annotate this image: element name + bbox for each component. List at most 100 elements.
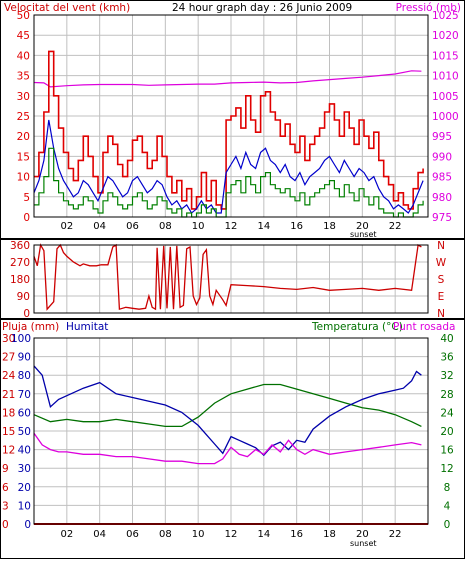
wind-tick-label: 15	[17, 151, 30, 163]
pressure-axis-title: Pressió (mb)	[396, 2, 461, 14]
humidity-axis-title: Humitat	[66, 321, 108, 333]
wind-tick-label: 35	[17, 71, 30, 83]
direction-tick-label: 360	[10, 240, 30, 252]
humidity-tick-label: 80	[18, 370, 31, 382]
temperature-tick-label: 12	[440, 463, 453, 475]
temperature-tick-label: 20	[440, 426, 453, 438]
rain-tick-label: 21	[2, 389, 15, 401]
temperature-tick-label: 4	[444, 500, 451, 512]
temperature-tick-label: 36	[440, 352, 454, 364]
pressure-right-axis: 975 980 985 990 995 1000 1005 1010 1015 1020 1025	[432, 10, 459, 224]
rain-tick-label: 0	[2, 519, 9, 531]
pressure-tick-label: 1020	[432, 30, 459, 42]
dewpoint-series-line	[33, 432, 422, 465]
humidity-tick-label: 100	[11, 333, 31, 345]
pressure-tick-label: 990	[432, 151, 452, 163]
dewpoint-axis-title: Punt rosada	[393, 321, 455, 333]
direction-tick-label: 90	[17, 291, 30, 303]
sunset-label-lower: sunset	[350, 539, 377, 548]
direction-left-axis: 0 90 180 270 360	[10, 240, 30, 320]
humidity-tick-label: 20	[18, 482, 31, 494]
wind-x-tick-label: 18	[323, 221, 336, 232]
rain-tick-label: 18	[2, 407, 15, 419]
temp-panel-frame	[0, 319, 465, 559]
wind-tick-label: 20	[17, 131, 30, 143]
temperature-tick-label: 0	[444, 519, 451, 531]
wind-tick-label: 40	[17, 50, 30, 62]
temperature-tick-label: 32	[440, 370, 453, 382]
humidity-tick-label: 30	[18, 463, 31, 475]
pressure-tick-label: 985	[432, 172, 452, 184]
temp-x-tick-label: 10	[192, 529, 205, 540]
pressure-tick-label: 995	[432, 131, 452, 143]
compass-label: S	[438, 274, 445, 286]
wind-x-tick-label: 04	[93, 221, 106, 232]
humidity-tick-label: 50	[18, 426, 31, 438]
wind-left-axis: 0 5 10 15 20 25 30 35 40 45 50	[17, 10, 30, 224]
temperature-tick-label: 24	[440, 407, 454, 419]
humidity-tick-label: 90	[18, 352, 31, 364]
pressure-tick-label: 1005	[432, 91, 459, 103]
gust_dark-series-line	[34, 147, 424, 218]
temp-x-tick-label: 04	[93, 529, 106, 540]
rain-tick-label: 30	[2, 333, 15, 345]
temperature-tick-label: 28	[440, 389, 453, 401]
humidity-tick-label: 40	[18, 445, 31, 457]
temperature-axis: 0 4 8 12 16 20 24 28 32 36 40	[440, 333, 454, 531]
temp-x-axis: 02 04 06 08 10 12 14 16 18 20 22	[60, 529, 401, 540]
wind-tick-label: 50	[17, 10, 30, 22]
temp-grid	[34, 337, 428, 525]
direction-tick-label: 180	[10, 274, 30, 286]
temperature-series-line	[33, 383, 422, 428]
compass-label: N	[437, 308, 445, 320]
wind-x-tick-label: 02	[60, 221, 73, 232]
humidity-tick-label: 60	[18, 407, 31, 419]
wind-series-line	[34, 50, 424, 210]
temp-x-tick-label: 12	[225, 529, 238, 540]
wind-panel-frame	[0, 0, 465, 239]
temp-x-tick-label: 16	[290, 529, 303, 540]
temp-x-tick-label: 22	[389, 529, 402, 540]
temperature-tick-label: 16	[440, 445, 454, 457]
wind-x-tick-label: 22	[389, 221, 402, 232]
wind-x-tick-label: 14	[257, 221, 270, 232]
pressure-series-line	[33, 70, 422, 88]
rain-tick-label: 24	[2, 370, 16, 382]
direction-series-line	[33, 243, 422, 311]
wind-series	[33, 50, 424, 218]
rain-tick-label: 3	[2, 500, 9, 512]
wind-axis-title: Velocitat del vent (kmh)	[4, 2, 130, 14]
sunset-label: sunset	[350, 230, 377, 239]
compass-label: N	[437, 240, 445, 252]
avg_blue-series-line	[33, 119, 424, 214]
wind-x-tick-label: 16	[290, 221, 303, 232]
pressure-tick-label: 1015	[432, 50, 459, 62]
rain-tick-label: 12	[2, 445, 15, 457]
wind-x-tick-label: 08	[159, 221, 172, 232]
rain-tick-label: 27	[2, 352, 15, 364]
wind-tick-label: 45	[17, 30, 30, 42]
temperature-tick-label: 40	[440, 333, 453, 345]
chart-title: 24 hour graph day : 26 Junio 2009	[172, 2, 352, 14]
temp-x-tick-label: 06	[126, 529, 139, 540]
temperature-axis-title: Temperatura (°C)	[311, 321, 403, 333]
wind-x-tick-label: 10	[192, 221, 205, 232]
compass-label: E	[438, 291, 445, 303]
wind-x-axis: 02 04 06 08 10 12 14 16 18 20 22	[60, 221, 401, 232]
pressure-tick-label: 1000	[432, 111, 459, 123]
pressure-tick-label: 980	[432, 192, 452, 204]
temp-x-tick-label: 02	[60, 529, 73, 540]
direction-series	[33, 243, 422, 311]
wind-plot-area	[33, 14, 429, 218]
wind-x-tick-label: 12	[225, 221, 238, 232]
pressure-tick-label: 1010	[432, 71, 459, 83]
temp-x-tick-label: 20	[356, 529, 369, 540]
humidity-tick-label: 0	[24, 519, 31, 531]
humidity-axis: 0 10 20 30 40 50 60 70 80 90 100	[11, 333, 31, 531]
wind-tick-label: 5	[23, 192, 30, 204]
